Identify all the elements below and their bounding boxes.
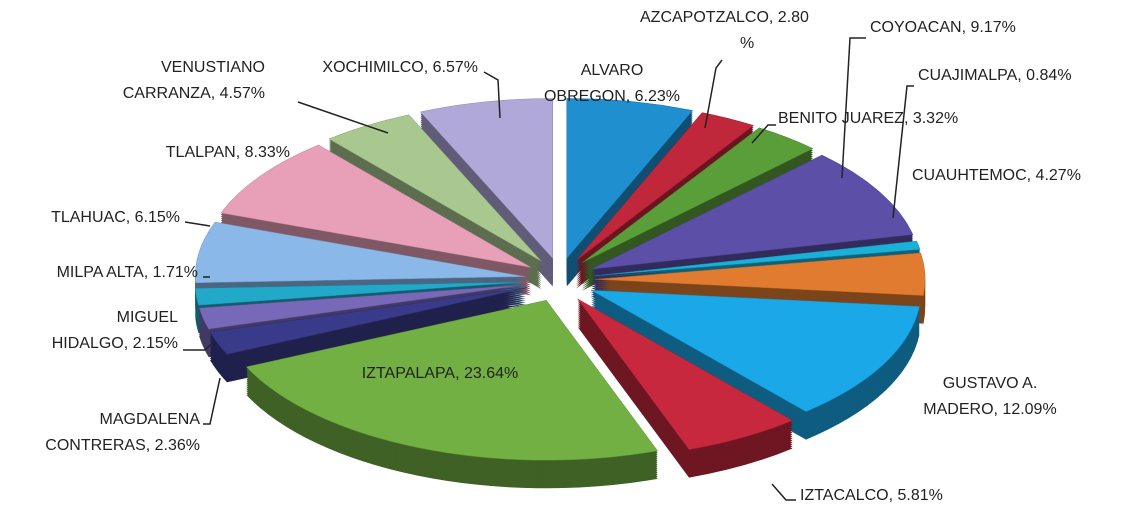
slice xyxy=(595,252,926,296)
data-label-line: ALVARO xyxy=(581,62,644,79)
data-label-line: XOCHIMILCO, 6.57% xyxy=(322,59,478,76)
slice xyxy=(577,298,794,450)
slice xyxy=(590,154,914,270)
data-label-line: CUAUHTEMOC, 4.27% xyxy=(912,167,1081,184)
leader-line xyxy=(751,124,776,144)
data-label-line: IZTACALCO, 5.81% xyxy=(800,487,943,504)
slice xyxy=(194,281,526,306)
data-label: IZTAPALAPA, 23.64% xyxy=(362,365,519,382)
data-label-line: VENUSTIANO xyxy=(161,59,265,76)
slice xyxy=(198,284,526,330)
slice xyxy=(220,144,532,268)
slice xyxy=(591,289,920,412)
data-label: GUSTAVO A. MADERO, 12.09% xyxy=(923,375,1056,418)
data-label-line: MADERO, 12.09% xyxy=(923,401,1056,418)
leader-line xyxy=(841,37,866,179)
leader-line xyxy=(892,85,914,219)
leader-line xyxy=(297,101,389,134)
data-label-line: CONTRERAS, 2.36% xyxy=(45,437,200,454)
data-label-line: MAGDALENA xyxy=(100,411,201,428)
data-label-line: IZTAPALAPA, 23.64% xyxy=(362,365,519,382)
data-label: TLAHUAC, 6.15% xyxy=(51,209,180,226)
data-label-line: MILPA ALTA, 1.71% xyxy=(57,264,198,281)
data-label-line: COYOACAN, 9.17% xyxy=(870,19,1016,36)
data-label: TLALPAN, 8.33% xyxy=(166,144,290,161)
slice xyxy=(566,98,694,260)
data-label-line: MIGUEL xyxy=(117,309,178,326)
data-label: COYOACAN, 9.17% xyxy=(870,19,1016,36)
data-label: XOCHIMILCO, 6.57% xyxy=(322,59,478,76)
leader-line xyxy=(203,377,221,425)
leader-line xyxy=(184,221,211,227)
data-label: MILPA ALTA, 1.71% xyxy=(57,264,198,281)
data-label-line: HIDALGO, 2.15% xyxy=(52,335,178,352)
data-label: AZCAPOTZALCO, 2.80% xyxy=(640,9,809,52)
slice xyxy=(419,98,554,260)
leader-line xyxy=(183,344,211,351)
slice xyxy=(195,221,526,284)
leader-line xyxy=(704,59,723,129)
data-label-line: TLALPAN, 8.33% xyxy=(166,144,290,161)
data-label: BENITO JUAREZ, 3.32% xyxy=(778,110,958,127)
data-label: CUAUHTEMOC, 4.27% xyxy=(912,167,1081,184)
data-label: MIGUEL HIDALGO, 2.15% xyxy=(52,309,178,352)
data-label-line: TLAHUAC, 6.15% xyxy=(51,209,180,226)
data-label: ALVARO OBREGON, 6.23% xyxy=(544,62,680,105)
leader-line xyxy=(483,71,501,119)
slice-side xyxy=(199,286,526,332)
slice xyxy=(581,127,814,264)
data-label-line: CUAJIMALPA, 0.84% xyxy=(918,67,1072,84)
slice xyxy=(209,287,528,355)
data-label: MAGDALENA CONTRERAS, 2.36% xyxy=(45,411,200,454)
data-label-line: CARRANZA, 4.57% xyxy=(123,85,265,102)
data-label-line: BENITO JUAREZ, 3.32% xyxy=(778,110,958,127)
slice xyxy=(576,112,755,261)
slice xyxy=(245,300,659,461)
data-label-line: AZCAPOTZALCO, 2.80 xyxy=(640,9,809,26)
data-label-line: % xyxy=(740,35,754,52)
data-label: CUAJIMALPA, 0.84% xyxy=(918,67,1072,84)
data-label-line: GUSTAVO A. xyxy=(943,375,1038,392)
data-label-line: OBREGON, 6.23% xyxy=(544,88,680,105)
slice xyxy=(594,240,921,277)
leader-line xyxy=(771,483,796,501)
data-label: IZTACALCO, 5.81% xyxy=(800,487,943,504)
data-label: VENUSTIANO CARRANZA, 4.57% xyxy=(123,59,265,102)
